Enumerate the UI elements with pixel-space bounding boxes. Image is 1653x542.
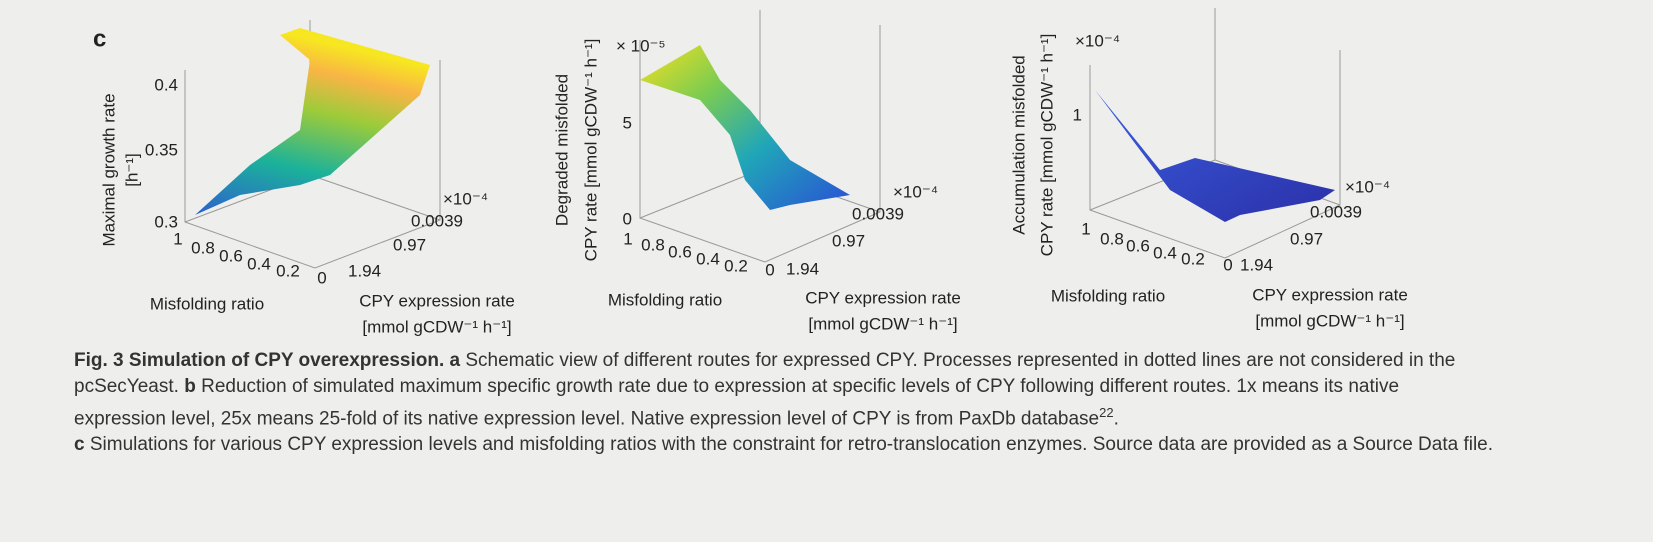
y-axis-label: CPY expression rate [359,291,515,310]
x-tick-label: 0.8 [641,235,665,254]
z-tick-label: 0.35 [145,140,178,159]
y-axis-label: [mmol gCDW⁻¹ h⁻¹] [1255,311,1404,330]
x-axis-label: Misfolding ratio [608,290,722,309]
caption-paragraph: Fig. 3 Simulation of CPY overexpression.… [74,348,1494,432]
z-tick-label: 0.3 [154,212,178,231]
y-axis-label: [mmol gCDW⁻¹ h⁻¹] [808,314,957,333]
z-tick-label: 0.4 [154,75,178,94]
z-tick-label: 1 [1073,105,1082,124]
z-axis-label: Degraded misfolded [552,74,571,226]
caption-text: . [1113,408,1119,430]
y-tick-label: 0.97 [832,231,865,250]
z-axis-label: Accumulation misfolded [1009,55,1028,235]
z-axis-label: Maximal growth rate [99,93,118,246]
z-multiplier: ×10⁻⁴ [1075,31,1120,50]
y-tick-label: 0.97 [393,235,426,254]
z-axis-label: CPY rate [mmol gCDW⁻¹ h⁻¹] [581,39,600,262]
y-tick-label: 1.94 [1240,255,1273,274]
caption-text: Fig. 3 Simulation of CPY overexpression.… [74,350,461,371]
surface [195,28,430,215]
y-tick-label: 0.97 [1290,229,1323,248]
y-tick-label: 1.94 [348,261,381,280]
z-multiplier: × 10⁻⁵ [616,36,666,55]
caption-text: Reduction of simulated maximum specific … [74,376,1400,430]
y-multiplier: ×10⁻⁴ [1345,177,1390,196]
x-tick-label: 0.8 [1100,229,1124,248]
x-tick-label: 0.2 [276,261,300,280]
x-tick-label: 0.6 [1126,236,1150,255]
caption-paragraph: c Simulations for various CPY expression… [74,432,1494,458]
y-tick-label: 0.0039 [411,211,463,230]
x-tick-label: 0.6 [668,242,692,261]
x-tick-label: 0 [765,260,774,279]
y-axis-label: CPY expression rate [1252,285,1408,304]
caption-text: b [184,376,196,397]
x-tick-label: 0.2 [724,256,748,275]
y-tick-label: 0.0039 [852,204,904,223]
y-axis-label: [mmol gCDW⁻¹ h⁻¹] [362,317,511,336]
x-tick-label: 0.4 [696,249,720,268]
surface [640,45,850,210]
caption-text: 22 [1099,405,1114,420]
figure: c 0.40.350.31 0.8 0.6 0.4 0.2 00.00390.971.94… [93,8,1408,336]
x-tick-label: 1 [173,229,182,248]
x-axis-label: Misfolding ratio [1051,286,1165,305]
z-tick-label: 5 [623,113,632,132]
x-tick-label: 0.4 [1153,243,1177,262]
x-tick-label: 0.2 [1181,249,1205,268]
panel-label: c [93,25,106,52]
z-axis-label: [h⁻¹] [122,153,141,187]
caption-text: c [74,434,85,456]
y-axis-label: CPY expression rate [805,288,961,307]
y-multiplier: ×10⁻⁴ [893,182,938,201]
y-multiplier: ×10⁻⁴ [443,189,488,208]
x-tick-label: 0.6 [219,246,243,265]
x-axis-label: Misfolding ratio [150,294,264,313]
z-tick-label: 0 [623,209,632,228]
x-tick-label: 1 [623,229,632,248]
x-tick-label: 0.8 [191,238,215,257]
caption-text: Simulations for various CPY expression l… [84,434,1494,456]
x-tick-label: 0 [317,268,326,287]
y-tick-label: 1.94 [786,259,819,278]
y-tick-label: 0.0039 [1310,202,1362,221]
caption-text: Schematic view of different routes for e… [74,350,1456,397]
z-axis-label: CPY rate [mmol gCDW⁻¹ h⁻¹] [1037,34,1056,257]
x-tick-label: 0 [1223,255,1232,274]
x-tick-label: 0.4 [247,254,271,273]
caption: Fig. 3 Simulation of CPY overexpression.… [74,348,1494,458]
x-tick-label: 1 [1081,219,1090,238]
surface [1095,90,1335,222]
